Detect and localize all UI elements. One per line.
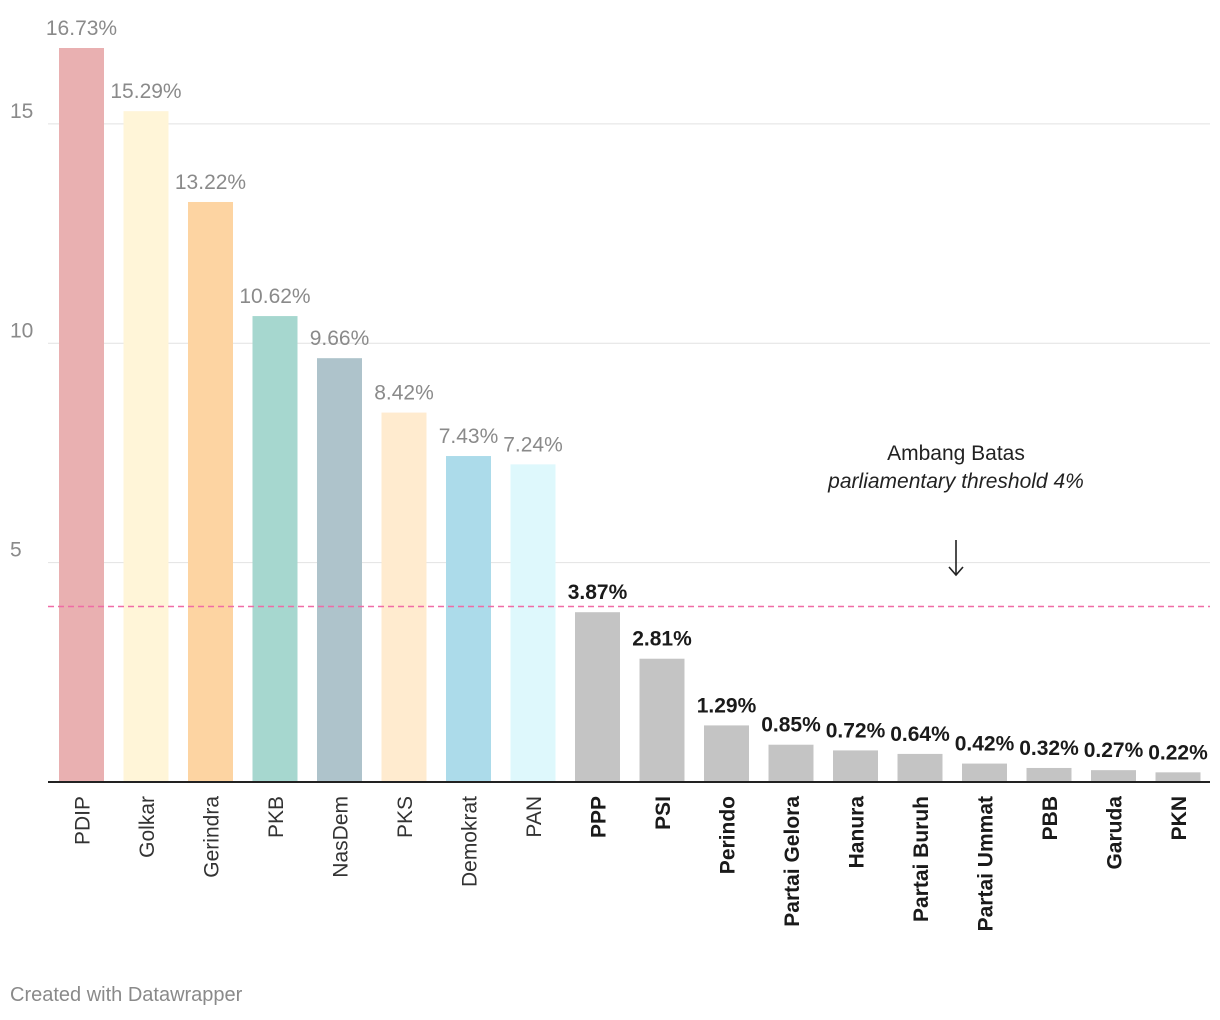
y-tick-label: 15 — [10, 100, 33, 123]
category-label: Demokrat — [459, 796, 482, 887]
bar — [704, 725, 749, 782]
value-label: 0.27% — [1084, 739, 1144, 762]
category-label: Golkar — [136, 796, 159, 858]
bar — [962, 763, 1007, 782]
category-label: Perindo — [717, 796, 740, 874]
bars — [59, 48, 1201, 782]
bar — [381, 412, 427, 782]
bar — [510, 464, 556, 782]
category-label: PKN — [1168, 796, 1191, 840]
value-label: 15.29% — [110, 80, 181, 103]
bar — [188, 201, 233, 782]
value-label: 0.32% — [1019, 737, 1079, 760]
bar — [59, 48, 104, 782]
annotation-subtitle: parliamentary threshold 4% — [828, 470, 1084, 493]
category-label: PKS — [394, 796, 417, 838]
bar — [768, 744, 814, 782]
value-label: 0.42% — [955, 733, 1015, 756]
bar — [1026, 767, 1072, 782]
value-label: 0.85% — [761, 714, 821, 737]
category-label: PSI — [652, 796, 675, 830]
category-label: Hanura — [846, 796, 869, 869]
category-label: PKB — [265, 796, 288, 838]
credit-text: Created with Datawrapper — [10, 984, 243, 1006]
value-label: 0.72% — [826, 719, 886, 742]
category-label: PDIP — [72, 796, 95, 845]
bar — [1091, 770, 1136, 782]
value-label: 7.24% — [503, 433, 563, 456]
bar — [252, 316, 298, 782]
category-label: PPP — [588, 796, 611, 838]
bar — [833, 750, 878, 782]
category-label: Garuda — [1104, 796, 1127, 870]
category-label: Gerindra — [201, 796, 224, 878]
category-label: Partai Buruh — [910, 796, 933, 922]
category-label: Partai Ummat — [975, 796, 998, 931]
annotation-arrow — [948, 540, 964, 577]
bar — [897, 753, 943, 782]
value-label: 3.87% — [568, 581, 628, 604]
value-labels: 16.73% 15.29% 13.22% 10.62%9.66% 8.42%7.43% 7… — [46, 17, 1208, 764]
value-label: 2.81% — [632, 628, 692, 651]
value-label: 16.73% — [46, 17, 117, 40]
bar — [446, 456, 491, 782]
value-label: 7.43% — [439, 425, 499, 448]
bar — [575, 612, 620, 782]
bar — [1155, 772, 1201, 782]
value-label: 8.42% — [374, 382, 434, 405]
value-label: 0.64% — [890, 723, 950, 746]
category-label: PBB — [1039, 796, 1062, 840]
category-label: NasDem — [330, 796, 353, 878]
category-label: PAN — [523, 796, 546, 838]
y-tick-label: 5 — [10, 539, 22, 562]
y-tick-label: 10 — [10, 319, 33, 342]
bar — [317, 358, 362, 782]
value-label: 9.66% — [310, 327, 370, 350]
value-label: 10.62% — [239, 285, 310, 308]
gridlines: 5 10 15 — [10, 100, 1210, 564]
annotation-title: Ambang Batas — [887, 442, 1025, 465]
bar — [639, 658, 685, 782]
threshold-annotation: Ambang Batas parliamentary threshold 4% — [756, 440, 1156, 496]
bar — [123, 111, 169, 782]
category-labels: PDIP Golkar Gerindra PKB NasDem PKS Demokrat PA… — [72, 796, 1192, 932]
value-label: 13.22% — [175, 171, 246, 194]
category-label: Partai Gelora — [781, 796, 804, 927]
value-label: 0.22% — [1148, 741, 1208, 764]
value-label: 1.29% — [697, 694, 757, 717]
